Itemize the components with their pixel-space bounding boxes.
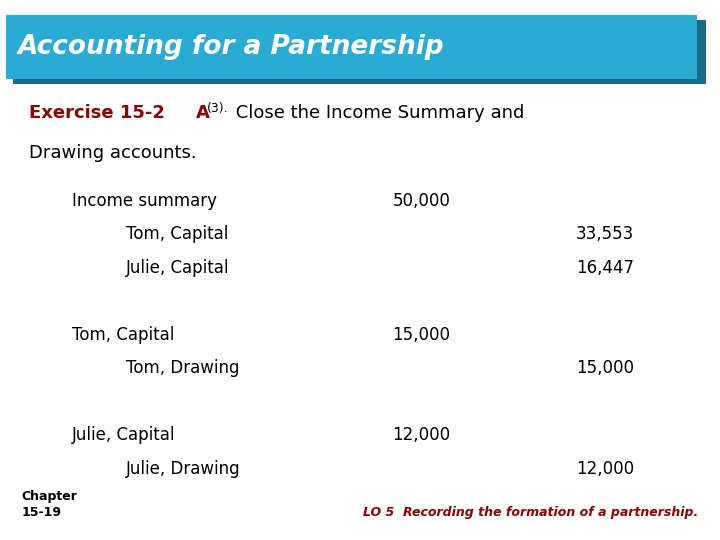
Text: Chapter
15-19: Chapter 15-19 xyxy=(22,490,78,519)
Text: Julie, Capital: Julie, Capital xyxy=(126,259,230,276)
Text: 33,553: 33,553 xyxy=(576,225,634,243)
FancyBboxPatch shape xyxy=(13,20,706,84)
FancyBboxPatch shape xyxy=(6,15,697,79)
Text: Tom, Drawing: Tom, Drawing xyxy=(126,359,240,377)
Text: 15,000: 15,000 xyxy=(392,326,451,343)
Text: (3).: (3). xyxy=(207,102,229,115)
Text: Accounting for a Partnership: Accounting for a Partnership xyxy=(18,34,445,60)
Text: Tom, Capital: Tom, Capital xyxy=(72,326,174,343)
Text: Close the Income Summary and: Close the Income Summary and xyxy=(230,104,525,122)
Text: A: A xyxy=(196,104,210,122)
Text: 12,000: 12,000 xyxy=(392,426,451,444)
Text: LO 5  Recording the formation of a partnership.: LO 5 Recording the formation of a partne… xyxy=(363,507,698,519)
Text: 16,447: 16,447 xyxy=(576,259,634,276)
Text: Drawing accounts.: Drawing accounts. xyxy=(29,144,197,162)
Text: Tom, Capital: Tom, Capital xyxy=(126,225,228,243)
Text: 50,000: 50,000 xyxy=(392,192,450,210)
Text: Julie, Drawing: Julie, Drawing xyxy=(126,460,240,477)
Text: 12,000: 12,000 xyxy=(576,460,634,477)
Text: Julie, Capital: Julie, Capital xyxy=(72,426,176,444)
Text: Income summary: Income summary xyxy=(72,192,217,210)
Text: Exercise 15-2: Exercise 15-2 xyxy=(29,104,165,122)
Text: 15,000: 15,000 xyxy=(576,359,634,377)
